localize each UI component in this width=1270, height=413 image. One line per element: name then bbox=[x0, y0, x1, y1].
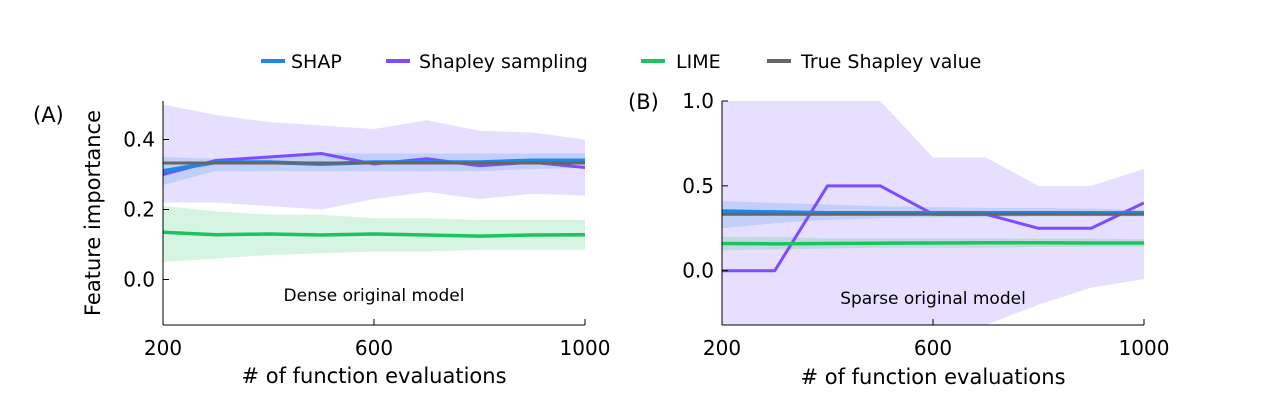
legend-label-shap: SHAP bbox=[291, 51, 342, 73]
y-tick-label: 0.0 bbox=[123, 268, 155, 292]
x-tick-label: 600 bbox=[355, 336, 393, 360]
x-tick-label: 1000 bbox=[560, 336, 611, 360]
panel-annotation: Sparse original model bbox=[840, 289, 1026, 309]
legend: SHAP Shapley sampling LIME True Shapley val… bbox=[261, 51, 981, 73]
panel-label: (B) bbox=[628, 90, 659, 114]
y-tick-label: 0.2 bbox=[123, 198, 155, 222]
x-tick-label: 200 bbox=[703, 336, 741, 360]
x-tick-label: 200 bbox=[144, 336, 182, 360]
y-axis-label: Feature importance bbox=[81, 110, 105, 316]
plot-area bbox=[163, 104, 585, 262]
panel-b: 200 600 1000 0.0 0.5 1.0 # of function evaluat… bbox=[628, 89, 1169, 389]
band-shapley-sampling bbox=[163, 104, 585, 210]
x-tick-label: 600 bbox=[914, 336, 952, 360]
x-axis-label: # of function evaluations bbox=[241, 364, 506, 388]
panel-annotation: Dense original model bbox=[284, 286, 465, 306]
y-tick-label: 0.5 bbox=[682, 174, 714, 198]
x-axis-label: # of function evaluations bbox=[800, 365, 1065, 389]
series-line-lime bbox=[163, 230, 585, 238]
panel-a: 200 600 1000 0.0 0.2 0.4 # of function evaluat… bbox=[33, 101, 610, 388]
plot-area bbox=[722, 101, 1144, 325]
panel-label: (A) bbox=[33, 103, 64, 127]
legend-label-true-shapley-value: True Shapley value bbox=[800, 51, 981, 73]
series-line-lime bbox=[722, 240, 1144, 246]
y-tick-label: 0.4 bbox=[123, 128, 155, 152]
x-tick-label: 1000 bbox=[1119, 336, 1170, 360]
y-tick-label: 0.0 bbox=[682, 259, 714, 283]
y-tick-label: 1.0 bbox=[682, 89, 714, 113]
legend-label-shapley-sampling: Shapley sampling bbox=[419, 51, 588, 73]
legend-label-lime: LIME bbox=[676, 51, 721, 73]
